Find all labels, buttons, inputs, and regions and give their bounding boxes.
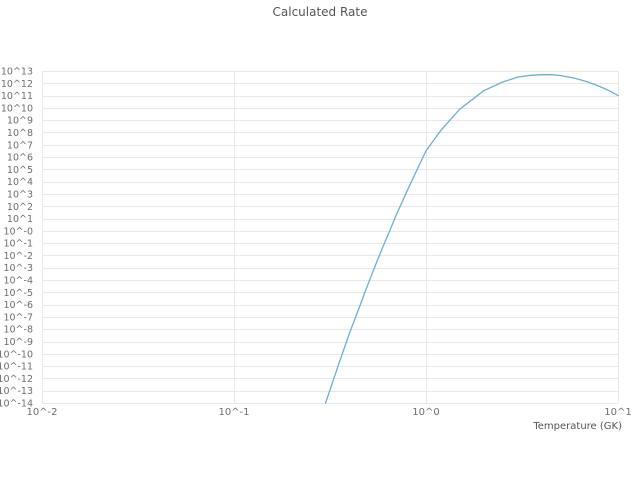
y-tick-label: 10^4 bbox=[7, 177, 33, 188]
y-tick-label: 10^-5 bbox=[3, 288, 33, 299]
y-tick-label: 10^-7 bbox=[3, 312, 33, 323]
y-tick-label: 10^12 bbox=[1, 79, 33, 90]
y-tick-label: 10^-14 bbox=[0, 399, 33, 410]
y-tick-label: 10^-8 bbox=[3, 325, 33, 336]
y-tick-label: 10^9 bbox=[7, 116, 33, 127]
x-tick-label: 10^1 bbox=[604, 407, 631, 418]
x-tick-labels: 10^-2 10^-1 10^0 10^1 bbox=[26, 407, 631, 418]
x-tick-label: 10^-2 bbox=[26, 407, 57, 418]
y-tick-label: 10^8 bbox=[7, 128, 33, 139]
y-tick-label: 10^-13 bbox=[0, 386, 33, 397]
y-tick-label: 10^-2 bbox=[3, 251, 33, 262]
chart-title: Calculated Rate bbox=[272, 5, 368, 19]
y-tick-label: 10^-11 bbox=[0, 362, 33, 373]
x-tick-label: 10^0 bbox=[412, 407, 439, 418]
y-tick-label: 10^1 bbox=[7, 214, 33, 225]
y-tick-label: 10^-1 bbox=[3, 239, 33, 250]
y-tick-label: 10^-3 bbox=[3, 263, 33, 274]
y-tick-label: 10^6 bbox=[7, 153, 33, 164]
y-tick-label: 10^2 bbox=[7, 202, 33, 213]
x-axis-label: Temperature (GK) bbox=[533, 421, 622, 432]
y-tick-label: 10^7 bbox=[7, 140, 33, 151]
y-tick-label: 10^3 bbox=[7, 189, 33, 200]
y-tick-label: 10^11 bbox=[1, 91, 33, 102]
y-tick-label: 10^5 bbox=[7, 165, 33, 176]
y-tick-label: 10^-10 bbox=[0, 349, 33, 360]
y-tick-label: 10^-12 bbox=[0, 374, 33, 385]
y-tick-label: 10^10 bbox=[1, 103, 33, 114]
y-tick-label: 10^-0 bbox=[3, 226, 33, 237]
y-tick-label: 10^-9 bbox=[3, 337, 33, 348]
y-tick-label: 10^-6 bbox=[3, 300, 33, 311]
rate-line bbox=[324, 74, 619, 404]
y-tick-label: 10^-4 bbox=[3, 276, 33, 287]
grid-lines bbox=[42, 71, 619, 404]
x-tick-label: 10^-1 bbox=[218, 407, 249, 418]
y-tick-label: 10^13 bbox=[1, 67, 33, 78]
